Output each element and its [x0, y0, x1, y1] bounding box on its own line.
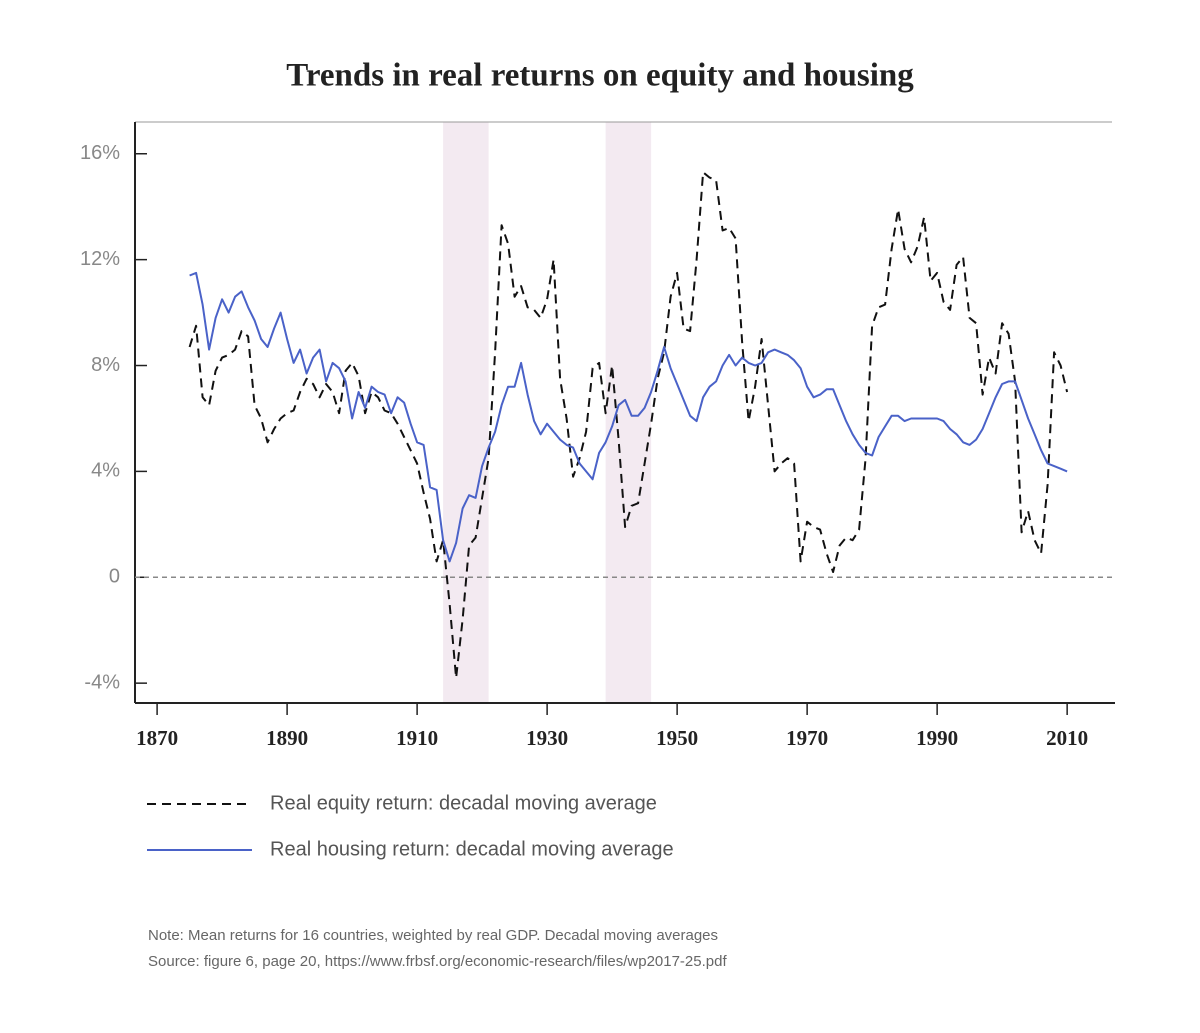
series-line: [189, 271, 1068, 563]
chart-title: Trends in real returns on equity and hou…: [286, 58, 914, 94]
y-tick-label: 4%: [91, 460, 120, 482]
shaded-span: [443, 122, 489, 703]
y-tick-label: 8%: [91, 354, 120, 376]
legend-label: Real equity return: decadal moving avera…: [270, 792, 657, 814]
x-tick-label: 1870: [136, 726, 178, 750]
note: Note: Mean returns for 16 countries, wei…: [148, 927, 718, 944]
x-tick-label: 1890: [266, 726, 308, 750]
series-line: [188, 171, 1069, 679]
legend-label: Real housing return: decadal moving aver…: [270, 838, 674, 860]
y-tick-label: 0: [109, 566, 120, 588]
x-tick-label: 1910: [396, 726, 438, 750]
y-tick-label: 16%: [80, 142, 120, 164]
x-tick-label: 1990: [916, 726, 958, 750]
source: Source: figure 6, page 20, https://www.f…: [148, 953, 727, 970]
x-tick-label: 1970: [786, 726, 828, 750]
x-tick-label: 2010: [1046, 726, 1088, 750]
y-tick-label: 12%: [80, 248, 120, 270]
x-tick-label: 1930: [526, 726, 568, 750]
shaded-span: [605, 122, 652, 703]
y-tick-label: -4%: [84, 671, 120, 693]
x-tick-label: 1950: [656, 726, 698, 750]
